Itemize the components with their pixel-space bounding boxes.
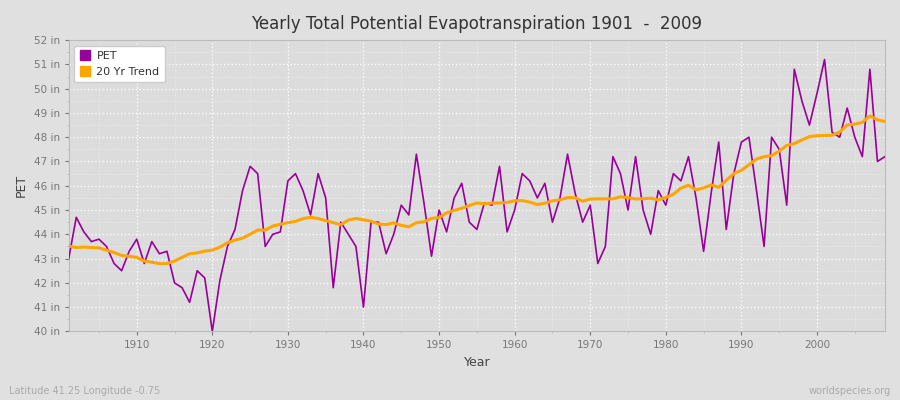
Text: worldspecies.org: worldspecies.org (809, 386, 891, 396)
Text: Latitude 41.25 Longitude -0.75: Latitude 41.25 Longitude -0.75 (9, 386, 160, 396)
Legend: PET, 20 Yr Trend: PET, 20 Yr Trend (75, 46, 166, 82)
Y-axis label: PET: PET (15, 174, 28, 197)
X-axis label: Year: Year (464, 356, 490, 369)
Title: Yearly Total Potential Evapotranspiration 1901  -  2009: Yearly Total Potential Evapotranspiratio… (251, 15, 702, 33)
